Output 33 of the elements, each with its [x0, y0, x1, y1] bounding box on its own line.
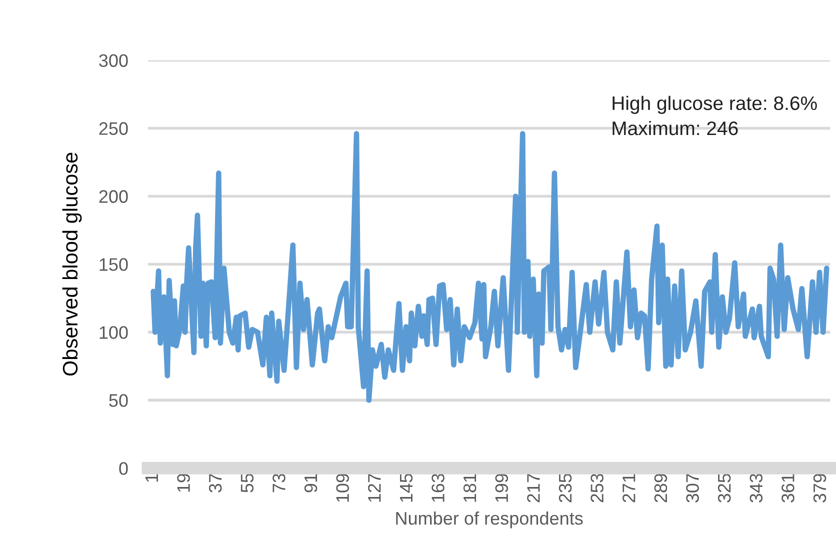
x-tick-label: 127	[368, 474, 381, 502]
x-tick-label: 181	[463, 474, 476, 502]
x-tick-label: 289	[654, 474, 668, 502]
x-tick-label: 325	[718, 474, 731, 502]
x-tick-label: 307	[686, 474, 699, 502]
x-tick-label: 361	[782, 474, 794, 502]
x-tick-label: 1	[146, 474, 158, 482]
y-axis-title: Observed blood glucose	[62, 152, 82, 376]
y-tick-label: 300	[99, 54, 128, 67]
x-tick-label: 91	[304, 474, 318, 492]
x-tick-label: 19	[177, 474, 190, 492]
x-tick-label: 271	[622, 474, 636, 502]
y-tick-label: 100	[100, 326, 128, 339]
x-tick-label: 145	[400, 474, 413, 502]
x-tick-label: 343	[750, 474, 763, 502]
annotation: High glucose rate: 8.6%	[612, 96, 817, 114]
y-tick-label: 150	[100, 258, 128, 271]
x-tick-label: 235	[558, 474, 572, 502]
x-tick-label: 199	[495, 474, 508, 502]
x-tick-label: 217	[527, 474, 540, 502]
x-tick-label: 109	[336, 474, 349, 502]
y-tick-label: 200	[99, 190, 128, 203]
x-tick-label: 379	[813, 474, 826, 502]
x-tick-label: 163	[432, 474, 444, 502]
x-tick-label: 55	[240, 474, 254, 492]
x-axis-title: Number of respondents	[396, 511, 583, 528]
x-tick-label: 73	[272, 474, 286, 492]
y-tick-label: 250	[99, 122, 128, 135]
y-tick-label: 0	[119, 462, 128, 475]
x-tick-label: 253	[590, 474, 604, 502]
y-tick-label: 50	[109, 394, 128, 407]
annotation: Maximum: 246	[612, 120, 738, 136]
x-tick-label: 37	[208, 474, 222, 492]
